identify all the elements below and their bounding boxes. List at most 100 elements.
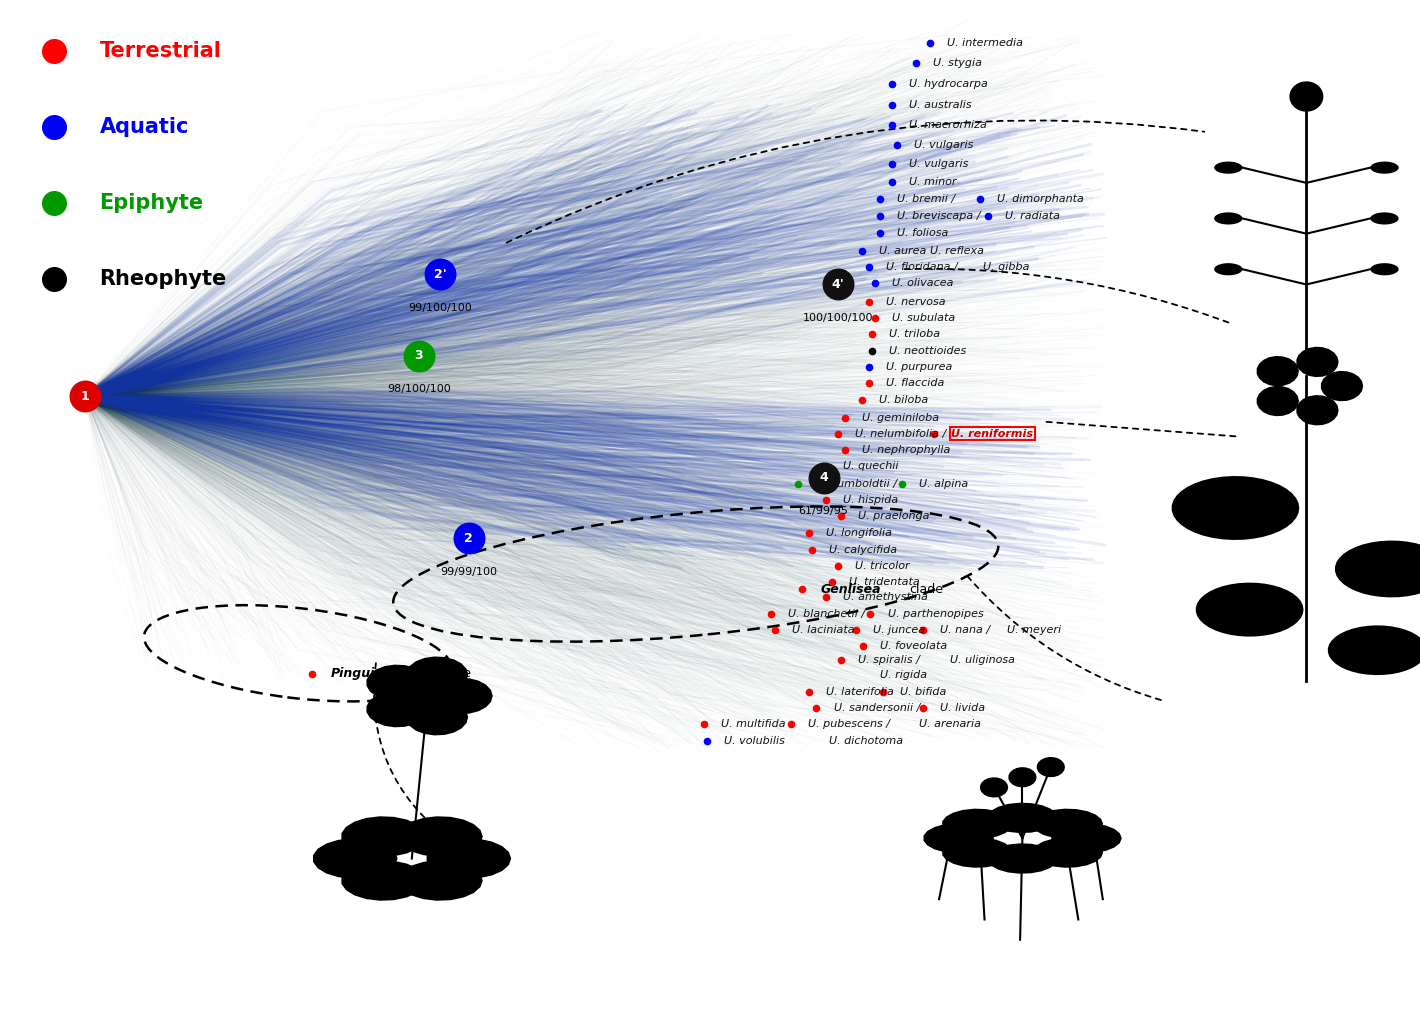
Text: 1: 1 [81, 390, 89, 402]
Text: 99/99/100: 99/99/100 [440, 567, 497, 577]
Polygon shape [1032, 809, 1103, 839]
Text: 61/99/95: 61/99/95 [798, 506, 849, 516]
Text: U. longifolia: U. longifolia [826, 528, 892, 538]
Text: U. vulgaris: U. vulgaris [914, 140, 974, 150]
Text: U. olivacea: U. olivacea [892, 278, 953, 289]
Polygon shape [987, 843, 1058, 874]
Polygon shape [426, 838, 511, 879]
Text: clade: clade [909, 583, 943, 595]
Text: U. foveolata: U. foveolata [880, 641, 947, 651]
Text: Terrestrial: Terrestrial [99, 41, 222, 61]
Polygon shape [1328, 626, 1420, 675]
Text: U. nana /: U. nana / [940, 625, 990, 635]
Polygon shape [1172, 477, 1299, 539]
Text: U. neottioides: U. neottioides [889, 345, 966, 356]
Text: U. quechii: U. quechii [843, 461, 899, 471]
Text: U. pubescens /: U. pubescens / [808, 719, 890, 729]
Text: U. nephrophylla: U. nephrophylla [862, 445, 950, 455]
Polygon shape [415, 688, 437, 704]
Polygon shape [341, 816, 426, 856]
Polygon shape [406, 699, 469, 736]
Text: U. tridentata: U. tridentata [849, 577, 920, 587]
Polygon shape [312, 838, 398, 879]
Text: U. humboldtii /: U. humboldtii / [815, 479, 897, 489]
Text: 99/100/100: 99/100/100 [409, 303, 471, 313]
Text: U. tricolor: U. tricolor [855, 561, 909, 571]
Polygon shape [980, 777, 1008, 798]
Text: clade: clade [437, 668, 471, 680]
Text: Genlisea: Genlisea [821, 583, 882, 595]
Polygon shape [987, 803, 1058, 833]
Text: 4: 4 [819, 471, 828, 484]
Text: U. spiralis /: U. spiralis / [858, 655, 920, 665]
Polygon shape [1257, 386, 1299, 417]
Text: U. stygia: U. stygia [933, 58, 983, 68]
Text: U. amethystina: U. amethystina [843, 592, 929, 602]
Text: Rheophyte: Rheophyte [99, 269, 227, 290]
Polygon shape [366, 664, 429, 701]
Polygon shape [1037, 757, 1065, 777]
Text: U. rigida: U. rigida [880, 670, 927, 680]
Text: U. minor: U. minor [909, 177, 956, 187]
Text: 100/100/100: 100/100/100 [802, 313, 873, 323]
Text: U. livida: U. livida [940, 703, 985, 713]
Text: U. laciniata: U. laciniata [792, 625, 855, 635]
Polygon shape [366, 691, 429, 727]
Polygon shape [1051, 823, 1122, 853]
Text: U. parthenopipes: U. parthenopipes [888, 609, 983, 619]
Polygon shape [1370, 162, 1399, 174]
Polygon shape [1321, 371, 1363, 401]
Text: U. purpurea: U. purpurea [886, 362, 953, 372]
Text: U. nelumbifolia /: U. nelumbifolia / [855, 429, 946, 439]
Text: U. triloba: U. triloba [889, 329, 940, 339]
Text: U. multifida: U. multifida [721, 719, 787, 729]
Text: U. alpina: U. alpina [919, 479, 968, 489]
Polygon shape [398, 861, 483, 901]
Polygon shape [1032, 837, 1103, 868]
Text: 98/100/100: 98/100/100 [388, 384, 450, 394]
Text: 2': 2' [435, 268, 446, 280]
Text: U. gibba: U. gibba [983, 262, 1030, 272]
Polygon shape [943, 809, 1012, 839]
Text: U. uliginosa: U. uliginosa [950, 655, 1015, 665]
Text: U. laterifolia: U. laterifolia [826, 687, 895, 697]
Polygon shape [943, 837, 1012, 868]
Text: U. radiata: U. radiata [1005, 211, 1061, 221]
Polygon shape [406, 656, 469, 693]
Text: U. vulgaris: U. vulgaris [909, 158, 968, 169]
Polygon shape [1370, 212, 1399, 225]
Text: U. foliosa: U. foliosa [897, 228, 949, 238]
Text: U. hispida: U. hispida [843, 495, 899, 505]
Text: U. nervosa: U. nervosa [886, 297, 946, 307]
Text: U. intermedia: U. intermedia [947, 38, 1024, 48]
Text: U. bifida: U. bifida [900, 687, 947, 697]
Polygon shape [1296, 346, 1339, 377]
Text: 4': 4' [832, 278, 843, 291]
Text: U. hydrocarpa: U. hydrocarpa [909, 79, 988, 89]
Text: U. aurea: U. aurea [879, 246, 926, 256]
Text: Epiphyte: Epiphyte [99, 193, 203, 213]
Polygon shape [923, 823, 994, 853]
Polygon shape [1335, 541, 1420, 597]
Text: U. volubilis: U. volubilis [724, 736, 785, 746]
Text: Pinguicula: Pinguicula [331, 668, 405, 680]
Polygon shape [1289, 81, 1323, 112]
Polygon shape [398, 816, 483, 856]
Text: U. biloba: U. biloba [879, 395, 929, 405]
Text: U. dimorphanta: U. dimorphanta [997, 194, 1083, 204]
Text: U. bremii /: U. bremii / [897, 194, 956, 204]
Polygon shape [1257, 356, 1299, 386]
Text: U. sandersonii /: U. sandersonii / [834, 703, 920, 713]
Polygon shape [341, 861, 426, 901]
Polygon shape [1214, 212, 1242, 225]
Polygon shape [1214, 263, 1242, 275]
Text: U. juncea: U. juncea [873, 625, 926, 635]
Polygon shape [1214, 162, 1242, 174]
Text: U. reflexa: U. reflexa [930, 246, 984, 256]
Polygon shape [1370, 263, 1399, 275]
Text: U. arenaria: U. arenaria [919, 719, 981, 729]
Text: 2: 2 [464, 532, 473, 545]
Text: U. breviscapa /: U. breviscapa / [897, 211, 981, 221]
Polygon shape [430, 678, 493, 714]
Text: U. macrorhiza: U. macrorhiza [909, 120, 987, 130]
